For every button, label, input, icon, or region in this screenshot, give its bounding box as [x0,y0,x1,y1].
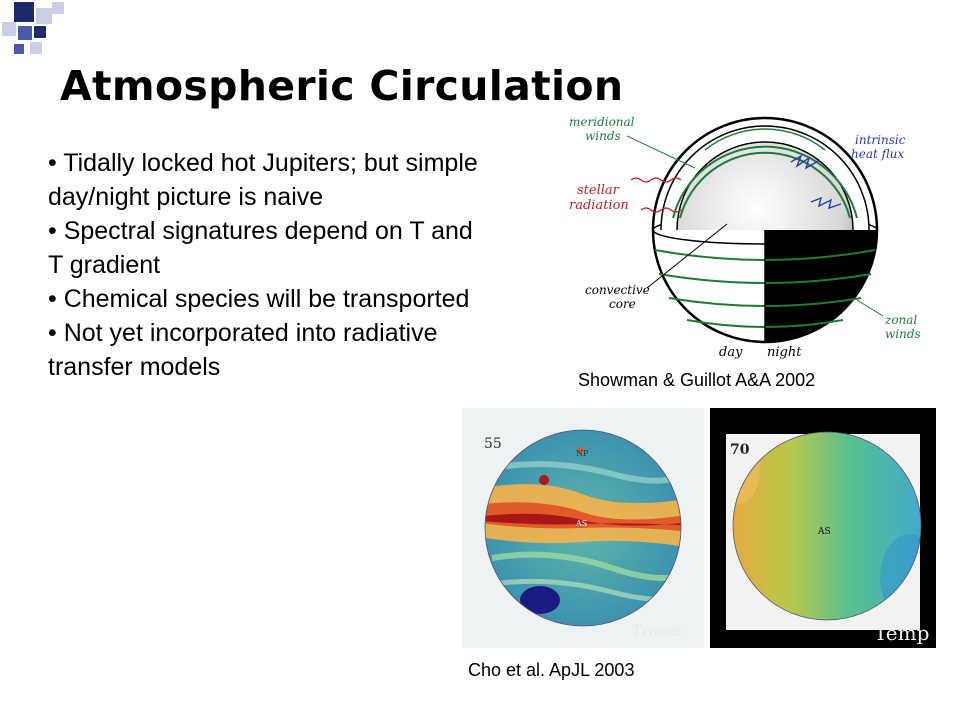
label-intrinsic: intrinsic [855,133,906,147]
decor-square [14,2,34,22]
temp-corner-label: Temp [874,621,929,645]
circulation-diagram: meridional winds stellar radiation intri… [569,115,921,360]
night-side [765,230,877,342]
temp-number: 70 [730,442,750,458]
label-intrinsic-2: heat flux [851,147,904,161]
bullet-item: • Not yet incorporated into radiative tr… [48,319,438,381]
label-meridional-2: winds [585,129,621,143]
label-convective-2: core [609,297,636,311]
decor-square [18,26,32,40]
decor-square [14,44,24,54]
tracer-simulation-panel: 55 NP AS Tracer [462,408,704,648]
tracer-number: 55 [484,436,502,452]
bullet-item: • Chemical species will be transported [48,285,470,313]
decor-square [34,26,46,38]
tracer-as-label: AS [575,519,587,528]
bullet-list: • Tidally locked hot Jupiters; but simpl… [48,146,488,384]
dark-vortex [520,586,560,614]
tracer-np-label: NP [576,449,589,458]
bullet-item: • Tidally locked hot Jupiters; but simpl… [48,149,478,211]
label-stellar-2: radiation [569,198,629,213]
page-title: Atmospheric Circulation [60,62,624,110]
label-night: night [767,345,802,360]
temp-as-label: AS [817,527,831,537]
label-convective: convective [585,283,650,297]
tracer-corner-label: Tracer [632,622,683,640]
label-day: day [719,345,743,360]
label-meridional: meridional [569,115,635,129]
temperature-simulation-panel: 70 AS Temp [710,408,936,648]
label-stellar: stellar [577,183,620,198]
label-zonal: zonal [884,313,917,327]
decor-square [30,42,42,54]
bullet-item: • Spectral signatures depend on T and T … [48,217,473,279]
simulation-caption: Cho et al. ApJL 2003 [468,660,635,680]
label-zonal-2: winds [885,327,921,341]
decor-square [52,2,64,14]
decor-square [36,8,52,24]
decor-square [2,22,16,36]
diagram-caption: Showman & Guillot A&A 2002 [578,370,816,390]
